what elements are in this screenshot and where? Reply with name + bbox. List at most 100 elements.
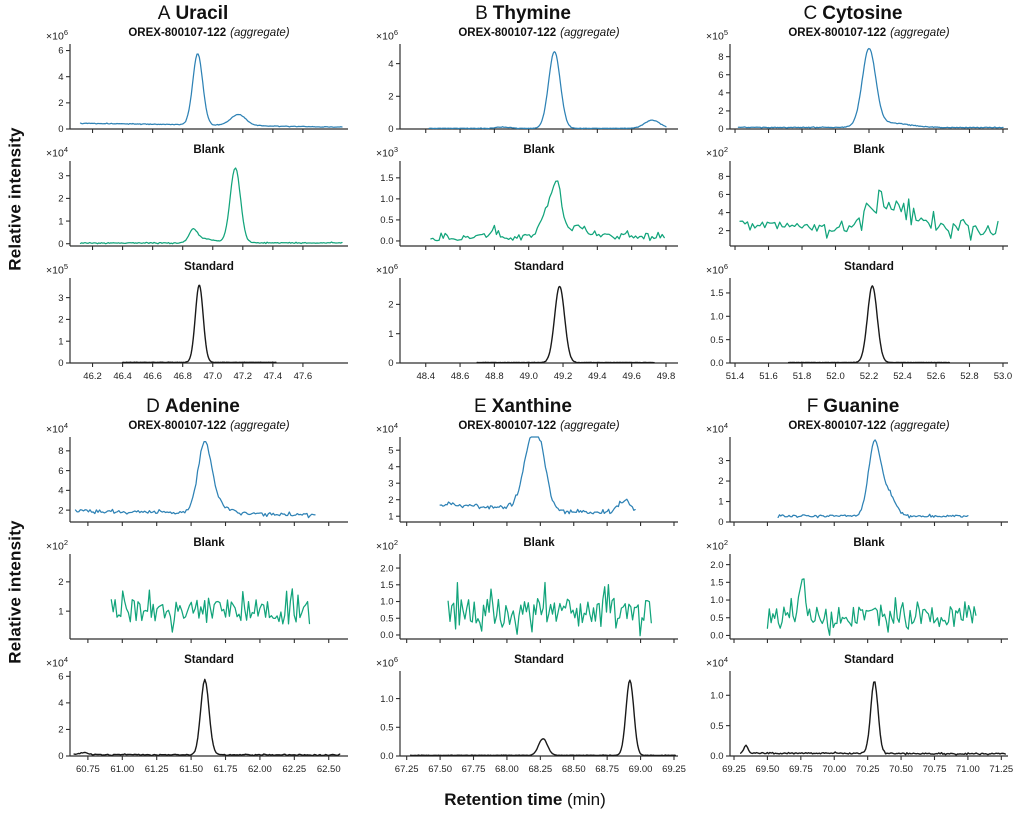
subplot-title-bold: Blank [523, 537, 555, 549]
y-tick-label: 4 [58, 72, 63, 83]
subplot-sample: ×106 OREX-800107-122 (aggregate) 0 2 4 6 [28, 26, 358, 143]
subplot-standard: ×105 Standard 0 1 2 3 46.2 46.4 46.6 46.8 47.0 47.2… [28, 260, 358, 395]
subplot-title: Blank [728, 537, 1010, 549]
panel-title: C Cytosine [688, 2, 1018, 26]
x-tick-label: 46.2 [83, 371, 102, 382]
panel-letter: F [806, 396, 819, 417]
subplot-title-bold: Blank [853, 537, 885, 549]
figure-row-top: Relative intensity A Uracil ×106 OREX-80010… [4, 2, 1022, 395]
panel-title: A Uracil [28, 2, 358, 26]
x-tick-label: 71.25 [989, 764, 1013, 775]
subplot-header: ×104 OREX-800107-122 (aggregate) [688, 419, 1018, 436]
chromatogram-plot-blank: 0 1 2 3 [58, 161, 348, 250]
subplot-header: ×104 OREX-800107-122 (aggregate) [28, 419, 358, 436]
subplot-title: OREX-800107-122 (aggregate) [68, 27, 350, 39]
x-tick-label: 62.00 [248, 764, 272, 775]
trace-standard [121, 284, 277, 364]
x-tick-label: 69.75 [789, 764, 813, 775]
subplot-title: OREX-800107-122 (aggregate) [728, 27, 1010, 39]
y-scale-exponent: 2 [393, 538, 398, 547]
subplot-blank: ×103 Blank 0.0 0.5 1.0 1.5 [358, 143, 688, 260]
x-tick-label: 53.0 [994, 371, 1013, 382]
y-scale-exponent: 5 [723, 28, 728, 37]
subplot-header: ×102 Blank [688, 143, 1018, 160]
x-tick-label: 68.75 [595, 764, 619, 775]
x-tick-label: 52.8 [960, 371, 979, 382]
y-tick-label: 2 [718, 106, 723, 117]
trace-blank [79, 167, 343, 245]
y-tick-label: 1.0 [710, 595, 723, 606]
y-tick-label: 2.0 [710, 560, 723, 571]
y-scale-exponent: 6 [723, 262, 728, 271]
y-tick-label: 0.5 [710, 335, 723, 346]
trace-blank [739, 189, 999, 241]
y-tick-label: 0.5 [710, 721, 723, 732]
panel-compound: Adenine [164, 396, 240, 417]
subplot-header: ×104 Standard [688, 653, 1018, 670]
y-scale-exponent: 6 [393, 655, 398, 664]
subplot-title-bold: Standard [184, 654, 234, 666]
y-tick-label: 4 [58, 486, 63, 497]
x-tick-label: 51.4 [726, 371, 745, 382]
x-tick-label: 70.25 [856, 764, 880, 775]
subplot-title: OREX-800107-122 (aggregate) [728, 420, 1010, 432]
y-tick-label: 2 [718, 226, 723, 237]
subplot-standard: ×104 Standard 0 2 4 6 60.75 61.00 61.25 61.50 61.7… [28, 653, 358, 788]
panel-c: C Cytosine ×105 OREX-800107-122 (aggregate) 0… [688, 2, 1018, 395]
trace-standard [73, 678, 341, 757]
subplot-blank: ×102 Blank 2 4 6 8 [688, 143, 1018, 260]
figure-row-bottom: Relative intensity D Adenine ×104 OREX-8001… [4, 395, 1022, 788]
subplot-header: ×105 OREX-800107-122 (aggregate) [688, 26, 1018, 43]
subplot-title: Standard [728, 654, 1010, 666]
y-scale-label: ×104 [706, 655, 728, 670]
y-tick-label: 1.0 [710, 311, 723, 322]
panel-e: E Xanthine ×104 OREX-800107-122 (aggregate) 1… [358, 395, 688, 788]
y-tick-label: 0 [58, 124, 63, 135]
y-tick-label: 2 [58, 725, 63, 736]
subplot-title-bold: OREX-800107-122 [128, 27, 227, 39]
x-tick-label: 49.0 [519, 371, 538, 382]
y-scale-label: ×102 [706, 538, 728, 553]
trace-sample [74, 440, 316, 519]
subplot-title-italic: (aggregate) [230, 420, 290, 432]
subplot-title-bold: OREX-800107-122 [788, 27, 887, 39]
y-tick-label: 2 [58, 98, 63, 109]
trace-sample [428, 51, 667, 130]
chromatogram-plot-blank: 0.0 0.5 1.0 1.5 2.0 [380, 554, 678, 643]
x-tick-label: 51.8 [793, 371, 812, 382]
y-scale-exponent: 2 [723, 145, 728, 154]
y-scale-label: ×106 [706, 262, 728, 277]
subplot-title-bold: OREX-800107-122 [128, 420, 227, 432]
y-scale-exponent: 2 [723, 538, 728, 547]
y-axis-label: Relative intensity [6, 126, 25, 271]
subplot-title-italic: (aggregate) [890, 420, 950, 432]
subplot-title-bold: Blank [853, 144, 885, 156]
y-scale-label: ×104 [46, 421, 68, 436]
y-scale-exponent: 6 [63, 28, 68, 37]
y-scale-label: ×104 [46, 655, 68, 670]
trace-blank [110, 588, 311, 633]
x-tick-label: 47.0 [204, 371, 223, 382]
x-tick-label: 69.50 [756, 764, 780, 775]
x-tick-label: 52.2 [860, 371, 879, 382]
x-tick-label: 67.25 [395, 764, 419, 775]
y-scale-exponent: 6 [393, 28, 398, 37]
y-tick-label: 0.5 [380, 722, 393, 733]
x-tick-label: 69.00 [629, 764, 653, 775]
panel-letter: D [146, 396, 160, 417]
subplot-title-bold: Standard [844, 261, 894, 273]
y-tick-label: 4 [718, 208, 723, 219]
panel-letter: B [475, 3, 488, 24]
subplot-header: ×106 Standard [358, 260, 688, 277]
x-tick-label: 48.6 [451, 371, 470, 382]
y-tick-label: 0 [718, 124, 723, 135]
x-tick-label: 68.00 [495, 764, 519, 775]
panel-title: D Adenine [28, 395, 358, 419]
y-tick-label: 1.0 [380, 694, 393, 705]
x-tick-label: 61.75 [214, 764, 238, 775]
subplot-sample: ×104 OREX-800107-122 (aggregate) 1 2 3 4 5 [358, 419, 688, 536]
y-scale-label: ×106 [376, 262, 398, 277]
x-tick-label: 61.50 [179, 764, 203, 775]
x-tick-label: 49.8 [657, 371, 676, 382]
y-scale-label: ×102 [376, 538, 398, 553]
